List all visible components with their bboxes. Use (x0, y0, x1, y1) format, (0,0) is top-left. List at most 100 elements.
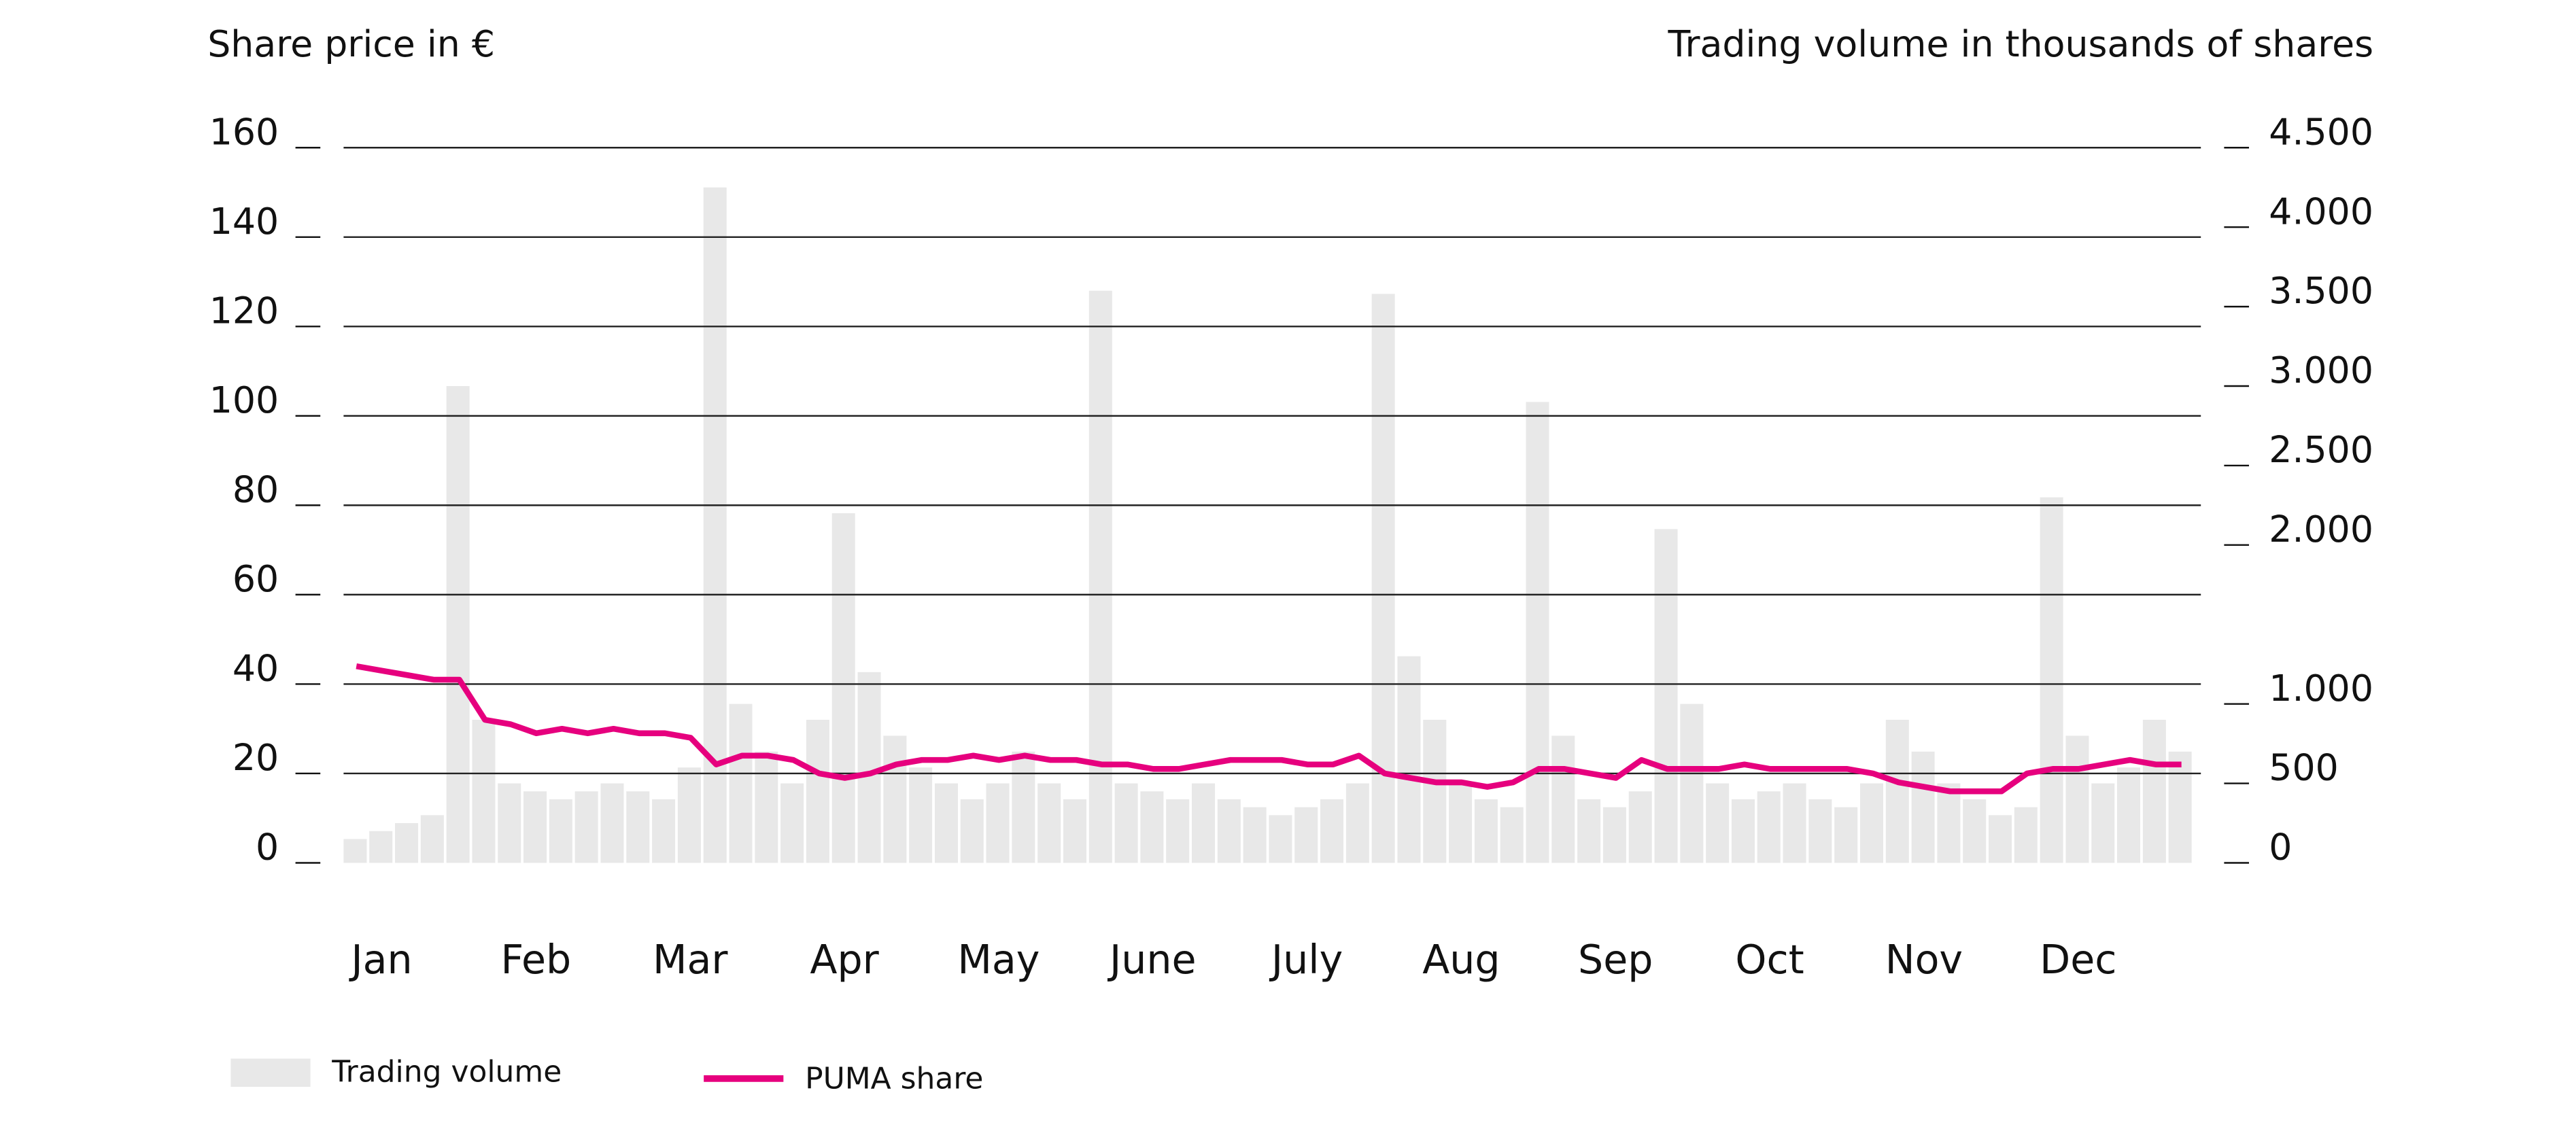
grid (295, 147, 2250, 864)
y2-tick-label: 500 (2269, 746, 2338, 789)
volume-bar (1114, 783, 1138, 863)
volume-bar (1577, 799, 1601, 863)
volume-bar (1963, 799, 1987, 863)
volume-bar (934, 783, 958, 863)
volume-bar (1166, 799, 1190, 863)
x-tick-label: Aug (1422, 937, 1500, 983)
volume-bar (1140, 791, 1164, 863)
x-tick-label: Oct (1735, 937, 1804, 983)
volume-bar (1449, 783, 1473, 863)
x-tick-label: Sep (1578, 937, 1653, 983)
volume-bar (677, 767, 701, 863)
x-tick-label: Apr (810, 937, 879, 983)
volume-bar (1474, 799, 1498, 863)
y-tick-label: 100 (209, 379, 279, 421)
price-line (356, 663, 2182, 795)
volume-bar (729, 703, 753, 863)
volume-bar (1989, 815, 2012, 863)
y2-tick-label: 3.500 (2269, 269, 2373, 312)
volume-bar (498, 783, 521, 863)
volume-bar (1294, 807, 1318, 863)
volume-bar (472, 720, 496, 863)
volume-bar (1731, 799, 1755, 863)
volume-bar (1012, 751, 1035, 863)
volume-bar (574, 791, 598, 863)
legend-swatch (230, 1058, 311, 1088)
y-tick-label: 60 (233, 557, 279, 600)
volume-bar (1628, 791, 1652, 863)
volume-bar (1885, 720, 1909, 863)
x-tick-label: May (957, 937, 1040, 983)
y2-tick-label: 2.500 (2269, 428, 2373, 471)
volume-bar (960, 799, 984, 863)
volume-bar (1063, 799, 1086, 863)
foreground: 0 20 40 60 80 100 120 140 160 0 500 1.000 2.000 2.500… (209, 110, 2373, 1096)
x-tick-label: Dec (2040, 937, 2116, 983)
volume-bar (857, 672, 881, 863)
volume-bar (1706, 783, 1730, 863)
y-tick-label: 120 (209, 289, 279, 332)
volume-bar (1808, 799, 1832, 863)
volume-bar (806, 720, 829, 863)
y2-tick-label: 4.000 (2269, 190, 2373, 232)
x-tick-label: July (1269, 937, 1343, 983)
y-tick-label: 80 (233, 468, 279, 510)
legend-label: PUMA share (805, 1061, 983, 1096)
volume-bar (831, 513, 855, 863)
volume-bar (1269, 815, 1292, 863)
volume-bar (1680, 703, 1704, 863)
volume-bar (600, 783, 624, 863)
volume-bar (1834, 807, 1858, 863)
volume-bar (1088, 290, 1112, 863)
y-axis-title: Share price in € (207, 22, 495, 65)
volume-bar (2091, 783, 2115, 863)
x-tick-label: Nov (1885, 937, 1963, 983)
volume-bar (1602, 807, 1626, 863)
y2-tick-label: 0 (2269, 826, 2292, 869)
x-tick-label: Feb (501, 937, 572, 983)
volume-bar (780, 783, 804, 863)
volume-bar (446, 386, 470, 863)
x-tick-label: Mar (653, 937, 728, 983)
volume-bar (1911, 751, 1935, 863)
volume-bar (1423, 720, 1447, 863)
volume-bar (703, 187, 727, 863)
volume-bar (909, 767, 933, 863)
volume-bar (1320, 799, 1344, 863)
volume-bar (2168, 751, 2192, 863)
volume-bar (626, 791, 650, 863)
volume-bar (523, 791, 547, 863)
volume-bar (1859, 783, 1883, 863)
volume-bar (755, 751, 778, 863)
y-tick-label: 160 (209, 110, 279, 153)
y-tick-label: 0 (256, 826, 279, 869)
volume-bar (883, 735, 907, 863)
volume-bar (343, 839, 367, 863)
volume-bar (369, 831, 393, 863)
volume-bar (1757, 791, 1781, 863)
y2-tick-label: 2.000 (2269, 508, 2373, 551)
bars (343, 187, 2192, 863)
y-tick-label: 20 (233, 736, 279, 779)
volume-bar (549, 799, 572, 863)
volume-bar (1192, 783, 1216, 863)
volume-bar (1654, 529, 1678, 863)
volume-bar (652, 799, 676, 863)
y2-tick-label: 4.500 (2269, 110, 2373, 153)
volume-bar (1500, 807, 1524, 863)
volume-bar (1937, 783, 1961, 863)
volume-bar (1217, 799, 1241, 863)
y-tick-label: 140 (209, 200, 279, 243)
volume-bar (1783, 783, 1806, 863)
volume-bar (2040, 497, 2063, 863)
volume-bar (1345, 783, 1369, 863)
y2-tick-label: 1.000 (2269, 667, 2373, 710)
legend-label: Trading volume (331, 1055, 562, 1090)
x-tick-label: June (1107, 937, 1197, 983)
y-tick-label: 40 (233, 647, 279, 690)
volume-bar (1526, 402, 1549, 863)
x-tick-label: Jan (348, 937, 412, 983)
volume-bar (1397, 656, 1421, 863)
volume-bar (1243, 807, 1267, 863)
volume-bar (2142, 720, 2166, 863)
